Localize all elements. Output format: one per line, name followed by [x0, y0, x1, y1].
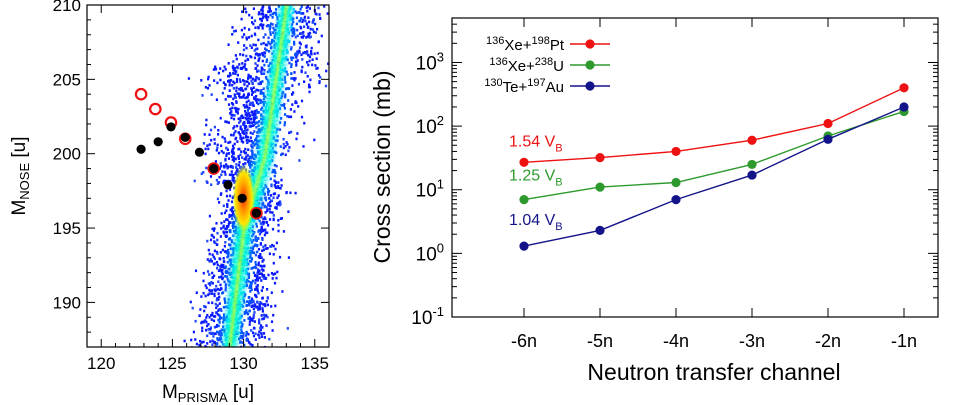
- right-x-tick-label: -5n: [587, 331, 613, 351]
- series-line: [523, 87, 905, 163]
- left-x-axis-label: MPRISMA [u]: [162, 382, 254, 405]
- series-point: [823, 134, 833, 144]
- left-y-tick-label: 195: [53, 219, 81, 238]
- series-point: [823, 118, 833, 129]
- red-open-marker: [134, 87, 148, 101]
- series-line: [523, 106, 905, 247]
- right-x-tick-label: -2n: [815, 331, 841, 351]
- left-y-tick-label: 200: [53, 145, 81, 164]
- legend-label: 136Xe+238U: [489, 56, 564, 75]
- series-point: [899, 83, 909, 93]
- black-marker: [166, 122, 176, 132]
- red-open-marker: [250, 206, 263, 220]
- series-point: [595, 225, 605, 235]
- left-y-axis-label: MNOSE [u]: [9, 136, 32, 215]
- right-y-tick-label: 10-1: [411, 304, 444, 329]
- series-annotations: 1.54 VB 1.25 VB 1.04 VB: [509, 133, 563, 233]
- red-open-marker: [207, 162, 220, 175]
- left-plot-frame: [86, 4, 330, 348]
- series-point: [671, 194, 681, 205]
- black-marker: [223, 180, 233, 190]
- series-point: [899, 102, 909, 112]
- right-y-tick-label: 100: [416, 240, 444, 265]
- series-1: [519, 83, 909, 167]
- heatmap-ridge: [219, 5, 296, 347]
- right-x-ticks: -6n -5n -4n -3n -2n -1n: [511, 18, 917, 351]
- series-point: [747, 135, 757, 145]
- series-line: [523, 110, 905, 201]
- series-point: [747, 170, 757, 180]
- left-x-tick-label: 120: [87, 354, 115, 373]
- black-marker: [237, 193, 247, 203]
- series-point: [747, 159, 757, 170]
- left-y-tick-label: 210: [53, 0, 81, 15]
- legend-label: 136Xe+198Pt: [486, 35, 565, 54]
- black-marker: [153, 137, 163, 147]
- series-point: [671, 146, 681, 157]
- right-x-axis-label: Neutron transfer channel: [587, 359, 840, 385]
- black-marker: [251, 208, 261, 218]
- black-marker: [136, 144, 146, 154]
- right-x-tick-label: -6n: [511, 331, 537, 351]
- series-point: [671, 177, 681, 188]
- legend-swatch-marker: [585, 60, 595, 70]
- black-marker: [180, 132, 190, 142]
- series-point: [595, 152, 605, 163]
- right-y-tick-label: 103: [416, 49, 444, 74]
- series-annotation: 1.54 VB: [509, 133, 563, 154]
- left-x-tick-label: 135: [301, 354, 329, 373]
- right-line-chart-panel: 10-1 100 101 102 103 -6n -5n -4n -3n -2n -1n 136X…: [369, 17, 939, 385]
- right-y-ticks: 10-1 100 101 102 103: [411, 17, 938, 329]
- series-annotation: 1.04 VB: [509, 212, 563, 233]
- left-x-tick-label: 125: [158, 354, 186, 373]
- right-series: [519, 83, 909, 251]
- left-x-tick-label: 130: [229, 354, 257, 373]
- series-annotation: 1.25 VB: [509, 167, 563, 188]
- series-point: [519, 194, 529, 205]
- heatmap-density: [183, 5, 329, 347]
- black-marker: [209, 163, 219, 174]
- right-y-tick-label: 101: [416, 177, 444, 202]
- right-y-tick-label: 102: [416, 113, 444, 138]
- series-point: [519, 241, 529, 251]
- series-point: [595, 182, 605, 192]
- left-y-tick-label: 205: [53, 70, 81, 89]
- right-y-axis-label: Cross section (mb): [369, 71, 395, 264]
- legend: 136Xe+198Pt 136Xe+238U 130Te+197Au: [484, 35, 610, 96]
- series-3: [519, 102, 909, 251]
- heatmap-markers: [134, 87, 263, 220]
- black-marker: [194, 147, 205, 157]
- right-x-tick-label: -3n: [739, 331, 765, 351]
- legend-swatch-marker: [585, 39, 595, 49]
- left-y-ticks: 190 195 200 205 210: [53, 0, 329, 348]
- left-y-tick-label: 190: [53, 293, 81, 312]
- right-x-tick-label: -1n: [891, 331, 917, 351]
- legend-swatch-marker: [585, 81, 595, 91]
- red-open-marker: [149, 102, 162, 116]
- series-2: [519, 106, 909, 205]
- right-x-tick-label: -4n: [663, 331, 689, 351]
- left-heatmap-panel: 120 125 130 135 190 195 200 205 210 MPRISMA [u]…: [9, 0, 330, 405]
- right-plot-frame: [451, 17, 939, 318]
- left-x-ticks: 120 125 130 135: [86, 5, 330, 373]
- legend-label: 130Te+197Au: [484, 77, 564, 96]
- series-point: [519, 157, 529, 167]
